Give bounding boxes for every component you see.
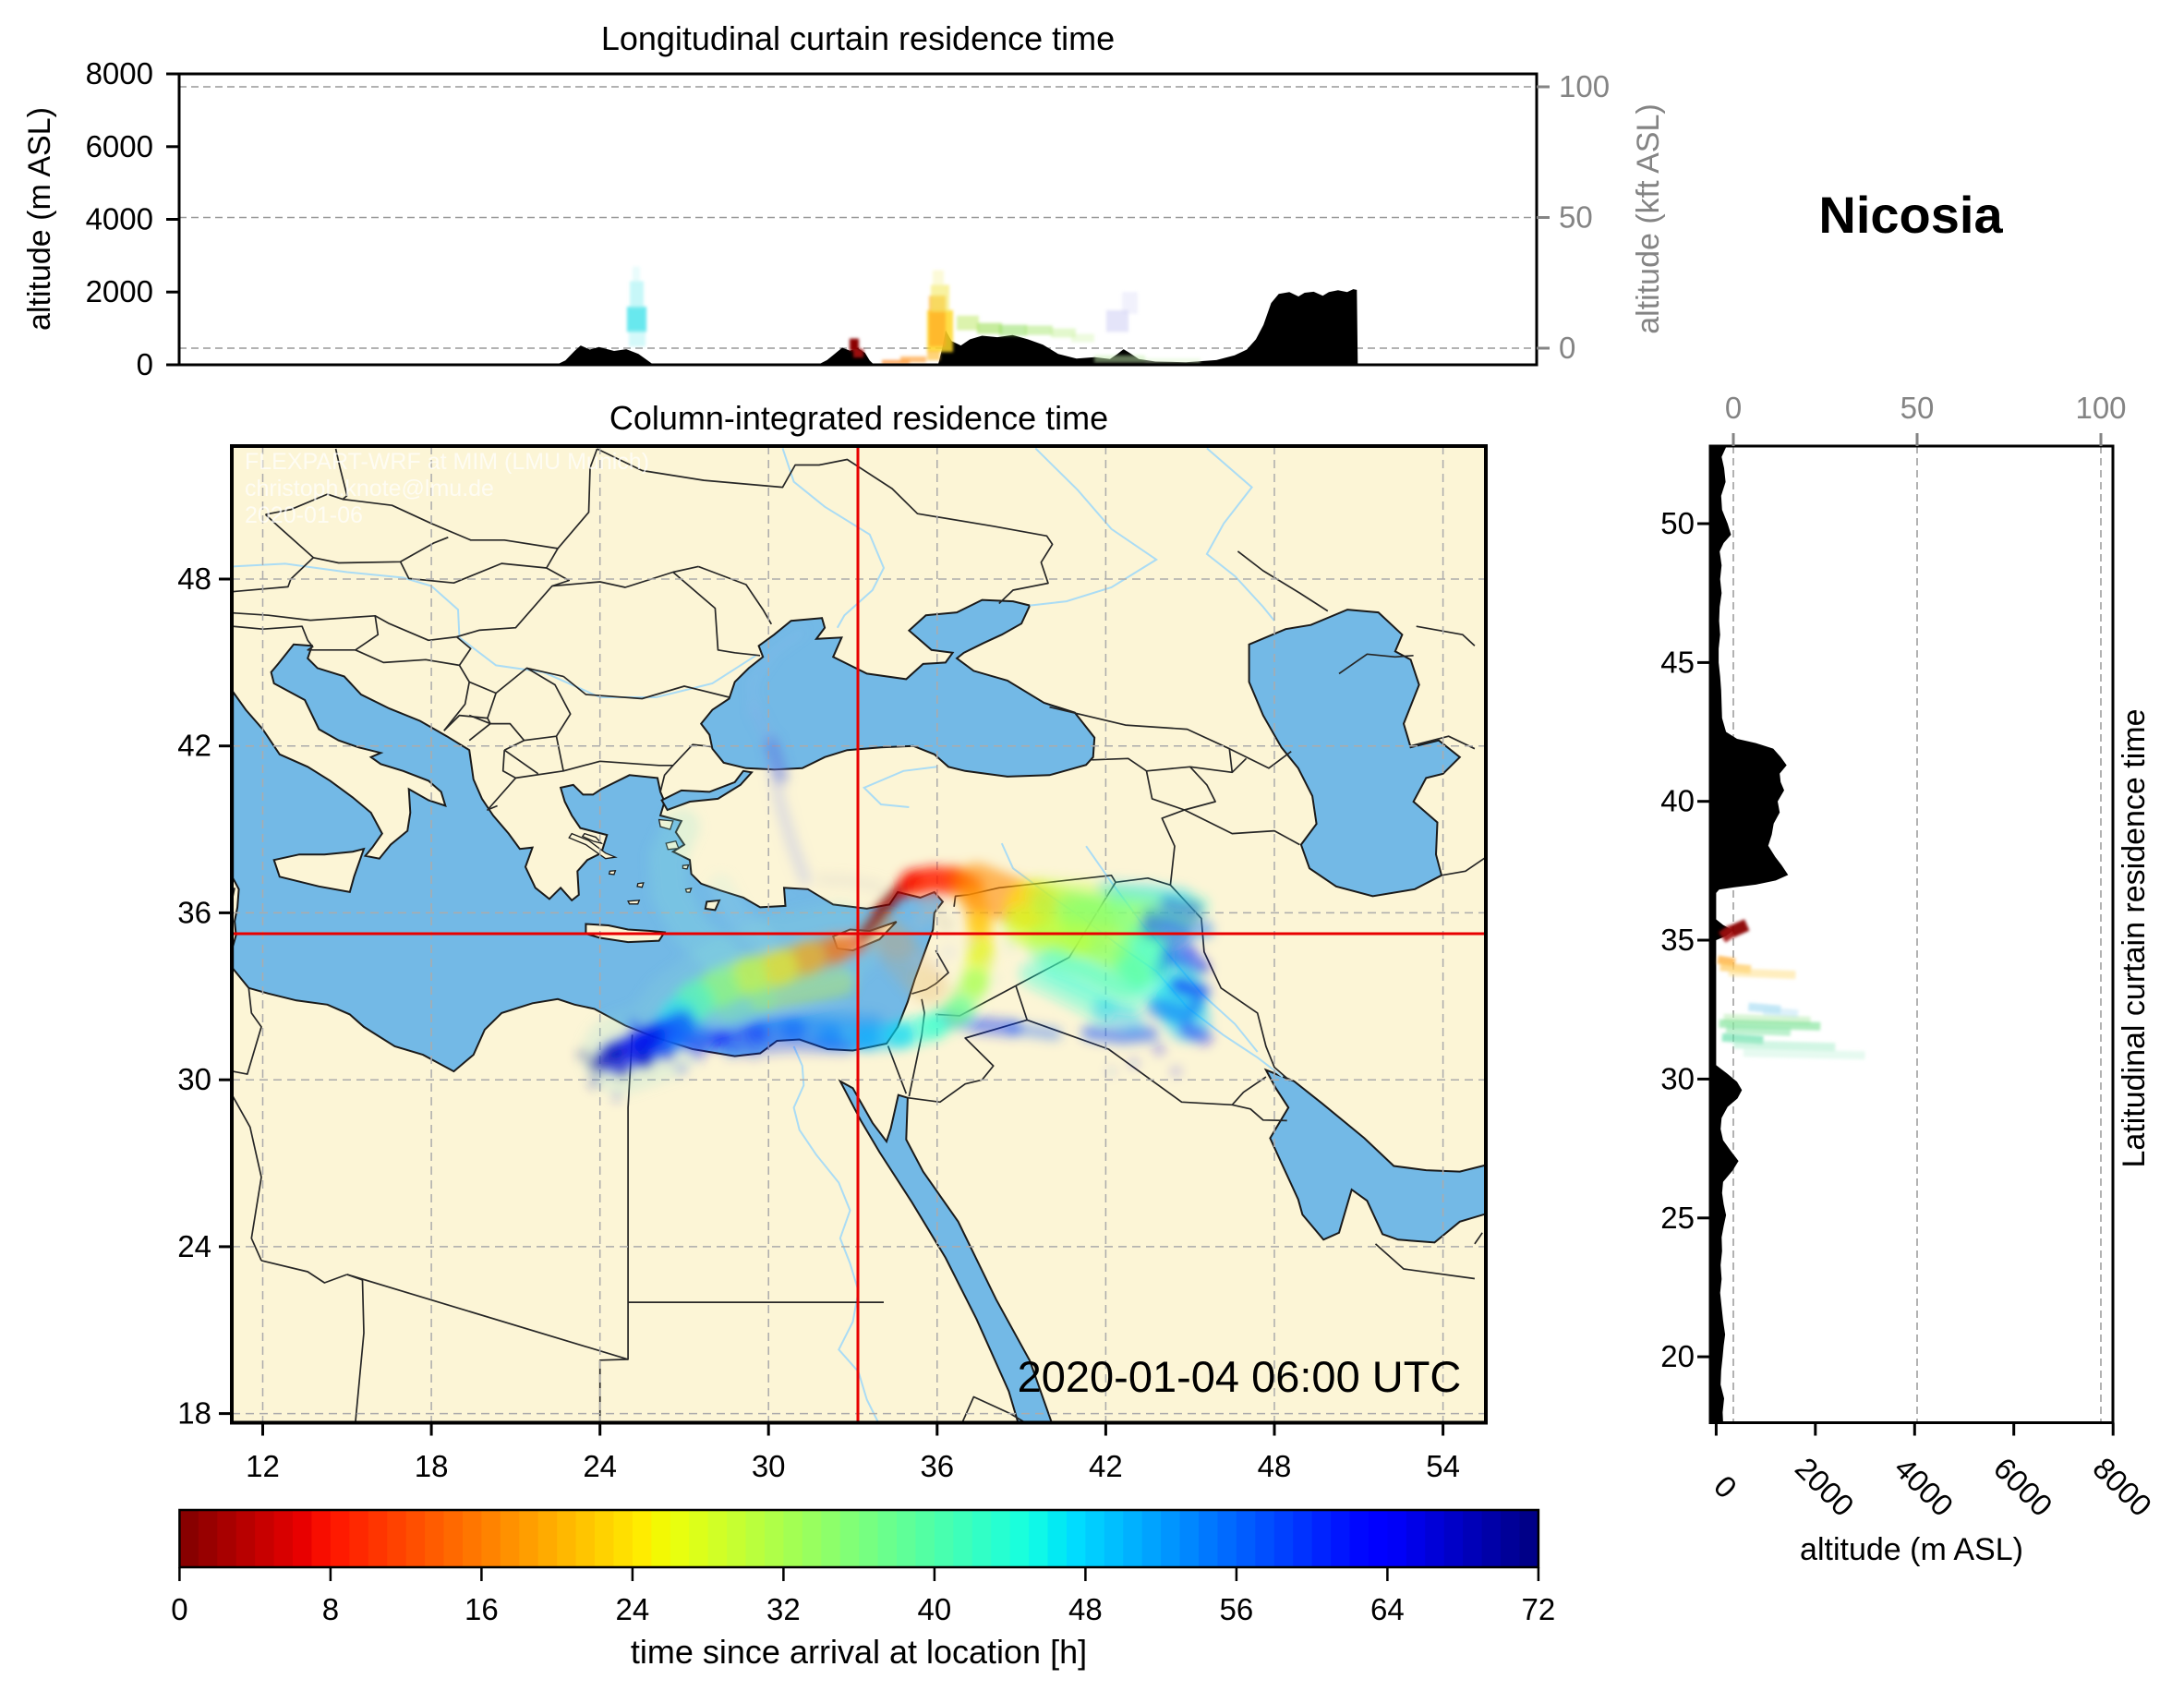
- svg-text:12: 12: [246, 1449, 280, 1483]
- svg-text:6000: 6000: [86, 129, 153, 163]
- svg-text:18: 18: [415, 1449, 449, 1483]
- svg-text:36: 36: [920, 1449, 954, 1483]
- svg-text:36: 36: [177, 895, 211, 929]
- svg-text:Nicosia: Nicosia: [1818, 186, 2003, 244]
- svg-text:2020-01-04 06:00 UTC: 2020-01-04 06:00 UTC: [1018, 1352, 1462, 1401]
- svg-text:24: 24: [177, 1229, 211, 1263]
- svg-text:24: 24: [616, 1592, 650, 1626]
- svg-text:40: 40: [918, 1592, 952, 1626]
- svg-text:48: 48: [1068, 1592, 1103, 1626]
- svg-text:48: 48: [177, 562, 211, 596]
- svg-text:Longitudinal curtain residence: Longitudinal curtain residence time: [601, 19, 1115, 57]
- svg-text:40: 40: [1660, 784, 1695, 818]
- svg-text:Column-integrated residence ti: Column-integrated residence time: [609, 399, 1108, 437]
- svg-text:30: 30: [752, 1449, 786, 1483]
- svg-text:0: 0: [1725, 391, 1742, 425]
- svg-text:50: 50: [1900, 391, 1935, 425]
- svg-text:56: 56: [1220, 1592, 1254, 1626]
- svg-text:0: 0: [137, 347, 153, 381]
- svg-text:8000: 8000: [86, 56, 153, 91]
- svg-text:8: 8: [322, 1592, 339, 1626]
- svg-text:35: 35: [1660, 923, 1695, 957]
- svg-text:50: 50: [1660, 506, 1695, 540]
- svg-text:18: 18: [177, 1396, 211, 1431]
- svg-text:16: 16: [465, 1592, 499, 1626]
- svg-text:30: 30: [177, 1062, 211, 1096]
- svg-text:25: 25: [1660, 1201, 1695, 1235]
- svg-text:christoph.knote@lmu.de: christoph.knote@lmu.de: [245, 476, 494, 501]
- svg-text:64: 64: [1370, 1592, 1405, 1626]
- svg-text:4000: 4000: [86, 202, 153, 236]
- svg-text:72: 72: [1522, 1592, 1556, 1626]
- svg-text:54: 54: [1426, 1449, 1460, 1483]
- svg-text:42: 42: [177, 729, 211, 763]
- svg-text:altitude (m ASL): altitude (m ASL): [22, 107, 57, 331]
- svg-text:altitude (kft ASL): altitude (kft ASL): [1631, 103, 1666, 333]
- svg-text:altitude (m ASL): altitude (m ASL): [1800, 1532, 2023, 1567]
- svg-text:32: 32: [766, 1592, 801, 1626]
- svg-text:20: 20: [1660, 1339, 1695, 1373]
- svg-text:24: 24: [583, 1449, 617, 1483]
- svg-text:48: 48: [1258, 1449, 1292, 1483]
- svg-text:2000: 2000: [86, 274, 153, 308]
- svg-text:0: 0: [1559, 331, 1575, 365]
- svg-text:42: 42: [1089, 1449, 1123, 1483]
- svg-text:100: 100: [1559, 69, 1610, 103]
- svg-text:30: 30: [1660, 1061, 1695, 1095]
- svg-text:2020-01-06: 2020-01-06: [245, 502, 363, 528]
- svg-text:Latitudinal curtain residence: Latitudinal curtain residence time: [2117, 708, 2152, 1167]
- svg-text:FLEXPART-WRF at MIM (LMU Munic: FLEXPART-WRF at MIM (LMU Munich): [245, 449, 649, 475]
- svg-text:time since arrival at location: time since arrival at location [h]: [631, 1633, 1087, 1671]
- svg-text:100: 100: [2075, 391, 2126, 425]
- svg-text:45: 45: [1660, 645, 1695, 679]
- svg-text:50: 50: [1559, 200, 1593, 235]
- svg-text:0: 0: [171, 1592, 187, 1626]
